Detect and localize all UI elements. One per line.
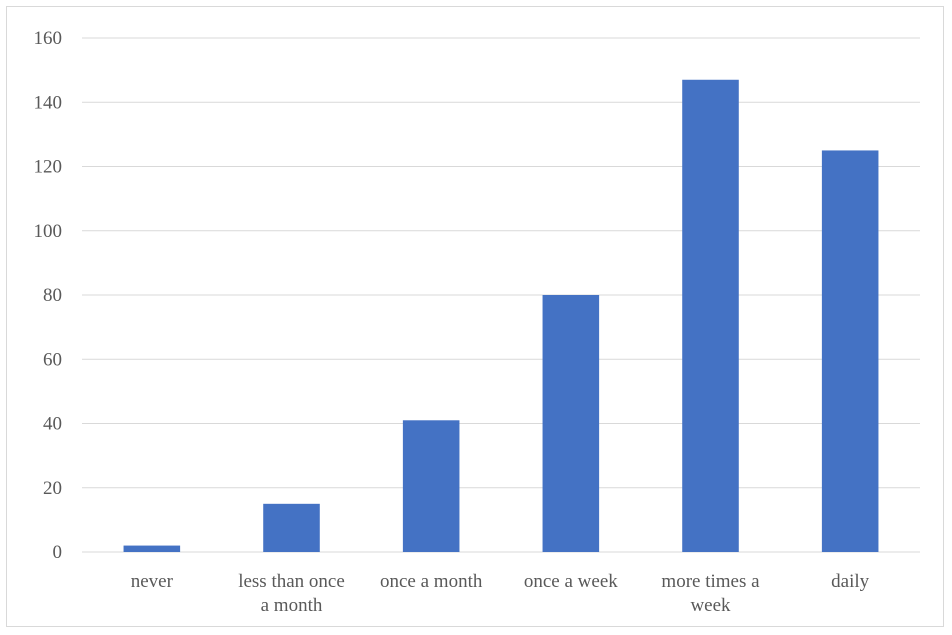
bar xyxy=(682,79,739,552)
bar xyxy=(402,420,460,552)
x-tick-label: daily xyxy=(831,571,869,592)
x-tick-label: never xyxy=(131,571,174,592)
bars xyxy=(123,79,879,552)
bar xyxy=(821,150,879,552)
chart-frame xyxy=(6,6,944,627)
y-tick-label: 80 xyxy=(43,285,62,306)
y-axis-tick-labels: 0 20 40 60 80 100 120 140 160 xyxy=(34,28,63,563)
y-tick-label: 40 xyxy=(43,414,62,435)
y-tick-label: 140 xyxy=(34,92,63,113)
y-tick-label: 160 xyxy=(34,28,63,49)
y-tick-label: 120 xyxy=(34,157,63,178)
y-tick-label: 20 xyxy=(43,478,62,499)
x-tick-label: more times a week xyxy=(661,571,760,616)
y-tick-label: 60 xyxy=(43,349,62,370)
x-tick-label: once a month xyxy=(380,571,483,592)
x-axis-tick-labels: never less than once a month once a month on… xyxy=(131,571,870,616)
gridlines xyxy=(82,37,920,553)
bar xyxy=(123,545,181,552)
y-tick-label: 100 xyxy=(34,221,63,242)
bar xyxy=(542,295,600,552)
y-tick-label: 0 xyxy=(53,542,63,563)
bar xyxy=(263,503,320,552)
x-tick-label: less than once a month xyxy=(238,571,345,616)
x-tick-label: once a week xyxy=(524,571,618,592)
